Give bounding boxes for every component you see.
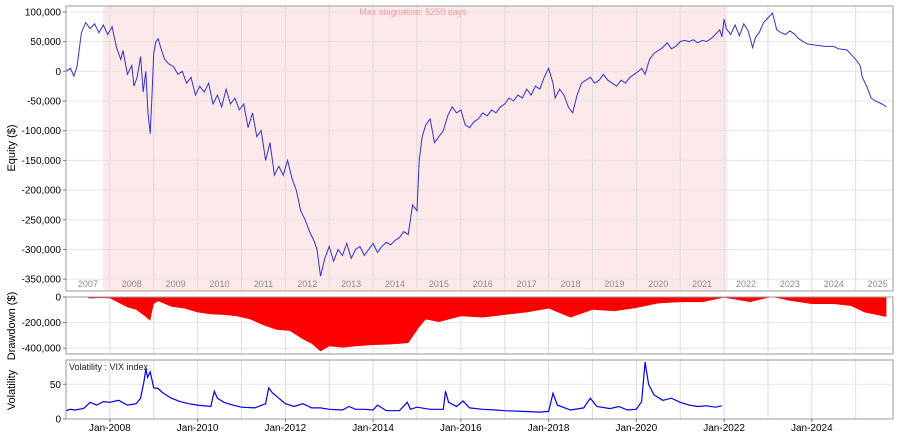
y-tick-label: -300,000 [22, 245, 62, 256]
volatility-y-ticks: 0 50 [50, 380, 66, 426]
year-label: 2016 [473, 279, 493, 289]
year-label: 2015 [429, 279, 449, 289]
volatility-frame [65, 359, 894, 420]
equity-line [65, 12, 887, 277]
year-label: 2025 [868, 279, 888, 289]
y-tick-label: 0 [55, 293, 61, 304]
y-tick-label: -100,000 [22, 126, 62, 137]
y-tick-label: 50 [50, 380, 62, 391]
year-label: 2023 [780, 279, 800, 289]
equity-panel: 2007 2008 2009 2010 2011 2012 2013 2014 2015 2016… [6, 5, 894, 292]
year-label: 2020 [648, 279, 668, 289]
vix-line [65, 362, 723, 413]
volatility-plot-area [66, 360, 893, 419]
y-tick-label: 0 [55, 67, 61, 78]
drawdown-area [66, 297, 887, 352]
x-tick-label: Jan-2024 [791, 423, 833, 434]
year-label: 2017 [517, 279, 537, 289]
y-tick-label: -150,000 [22, 156, 62, 167]
drawdown-y-ticks: 0 -200,000 -400,000 [22, 293, 66, 355]
year-label: 2024 [824, 279, 844, 289]
x-tick-label: Jan-2020 [615, 423, 657, 434]
stagnation-annotation: Max stagnation: 5250 days [359, 7, 467, 17]
year-label: 2022 [736, 279, 756, 289]
equity-grid [66, 6, 893, 291]
year-label: 2014 [385, 279, 405, 289]
y-tick-label: -50,000 [27, 97, 61, 108]
x-tick-label: Jan-2010 [177, 423, 219, 434]
equity-y-axis-title: Equity ($) [6, 124, 18, 171]
y-tick-label: -400,000 [22, 344, 62, 355]
drawdown-panel: 0 -200,000 -400,000 Drawdown ($) [6, 292, 894, 360]
date-x-ticks: Jan-2008 Jan-2010 Jan-2012 Jan-2014 Jan-2016… [89, 419, 833, 434]
stagnation-shade [102, 6, 728, 291]
equity-year-labels: 2007 2008 2009 2010 2011 2012 2013 2014 2015 2016… [78, 279, 888, 289]
drawdown-frame [65, 296, 894, 355]
year-label: 2013 [341, 279, 361, 289]
x-tick-label: Jan-2008 [89, 423, 131, 434]
y-tick-label: 0 [55, 415, 61, 426]
x-tick-label: Jan-2012 [265, 423, 307, 434]
year-label: 2012 [297, 279, 317, 289]
volatility-panel: Volatility : VIX index 0 50 Volatility Ja… [6, 359, 894, 434]
x-tick-label: Jan-2018 [528, 423, 570, 434]
volatility-y-axis-title: Volatility [6, 369, 18, 410]
year-label: 2009 [166, 279, 186, 289]
year-label: 2008 [122, 279, 142, 289]
y-tick-label: 50,000 [30, 37, 61, 48]
volatility-legend: Volatility : VIX index [69, 362, 149, 372]
year-label: 2010 [210, 279, 230, 289]
x-tick-label: Jan-2016 [440, 423, 482, 434]
y-tick-label: 100,000 [25, 7, 62, 18]
x-tick-label: Jan-2014 [352, 423, 394, 434]
equity-frame [65, 5, 894, 292]
y-tick-label: -200,000 [22, 318, 62, 329]
year-label: 2018 [561, 279, 581, 289]
year-label: 2019 [604, 279, 624, 289]
year-label: 2007 [78, 279, 98, 289]
y-tick-label: -200,000 [22, 186, 62, 197]
y-tick-label: -250,000 [22, 215, 62, 226]
year-label: 2021 [692, 279, 712, 289]
year-label: 2011 [254, 279, 273, 289]
y-tick-label: -350,000 [22, 275, 62, 286]
x-tick-label: Jan-2022 [703, 423, 745, 434]
equity-y-ticks: 100,000 50,000 0 -50,000 -100,000 -150,000 -20… [22, 7, 66, 286]
drawdown-y-axis-title: Drawdown ($) [6, 292, 18, 360]
